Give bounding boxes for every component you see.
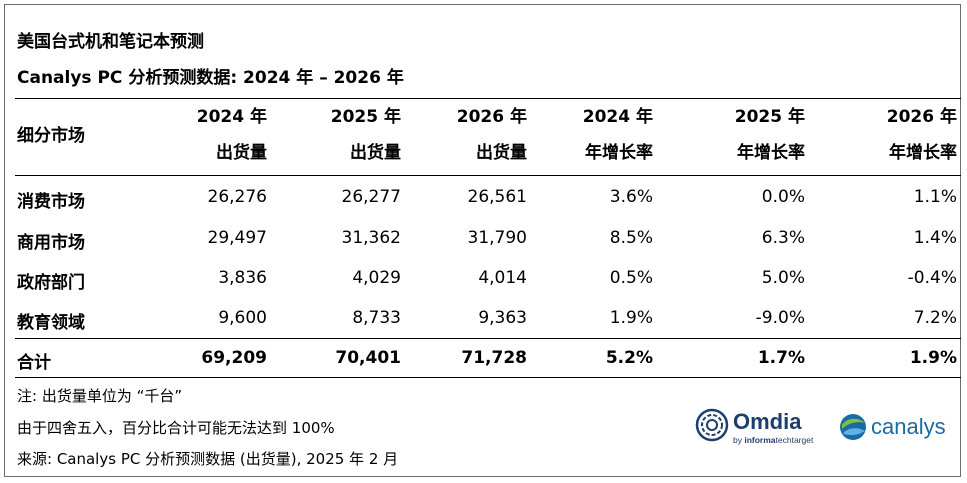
report-card: 美国台式机和笔记本预测 Canalys PC 分析预测数据: 2024 年 – … (4, 4, 961, 477)
table-cell: 26,276 (207, 187, 267, 207)
header-2025-shipments: 2025 年 出货量 (330, 107, 401, 163)
table-cell: 26,561 (467, 187, 527, 207)
total-cell: 1.9% (909, 348, 957, 368)
table-cell: 3.6% (609, 187, 653, 207)
total-bottom-rule (15, 377, 961, 378)
canalys-mark-icon: canalys (840, 414, 946, 440)
header-segment: 细分市场 (17, 126, 85, 146)
total-cell: 71,728 (461, 348, 527, 368)
header-2026-shipments: 2026 年 出货量 (456, 107, 527, 163)
table-cell: 9,600 (218, 308, 267, 328)
header-top-rule (15, 98, 961, 99)
total-cell: 70,401 (335, 348, 401, 368)
note-rounding: 由于四舍五入，百分比合计可能无法达到 100% (17, 419, 335, 437)
omdia-mark-icon: Omdia by informatechtarget (695, 408, 814, 445)
table-cell: 0.5% (609, 268, 653, 288)
omdia-logo: Omdia by informatechtarget (695, 407, 835, 447)
table-cell: 1.4% (913, 228, 957, 248)
table-cell: 5.0% (761, 268, 805, 288)
header-2024-shipments: 2024 年 出货量 (196, 107, 267, 163)
row-label-commercial: 商用市场 (17, 233, 85, 253)
omdia-tagline: by informatechtarget (733, 435, 814, 445)
header-2024-growth: 2024 年 年增长率 (582, 107, 653, 163)
table-cell: 29,497 (207, 228, 267, 248)
table-cell: -0.4% (907, 268, 957, 288)
table-cell: 6.3% (761, 228, 805, 248)
row-label-total: 合计 (17, 353, 51, 373)
note-source: 来源: Canalys PC 分析预测数据 (出货量), 2025 年 2 月 (17, 450, 399, 468)
row-label-education: 教育领域 (17, 313, 85, 333)
page-title: 美国台式机和笔记本预测 (17, 32, 204, 52)
page-subtitle: Canalys PC 分析预测数据: 2024 年 – 2026 年 (17, 68, 404, 88)
note-units: 注: 出货量单位为 “千台” (17, 387, 183, 405)
header-2026-growth: 2026 年 年增长率 (886, 107, 957, 163)
total-top-rule (15, 338, 961, 339)
table-cell: 31,790 (467, 228, 527, 248)
canalys-logo: canalys (839, 409, 964, 445)
header-bottom-rule (15, 175, 961, 176)
total-cell: 69,209 (201, 348, 267, 368)
header-2025-growth: 2025 年 年增长率 (734, 107, 805, 163)
table-cell: 1.9% (609, 308, 653, 328)
total-cell: 5.2% (605, 348, 653, 368)
table-cell: 4,029 (352, 268, 401, 288)
table-cell: -9.0% (755, 308, 805, 328)
row-label-government: 政府部门 (17, 273, 85, 293)
table-cell: 7.2% (913, 308, 957, 328)
table-cell: 3,836 (218, 268, 267, 288)
total-cell: 1.7% (757, 348, 805, 368)
table-cell: 0.0% (761, 187, 805, 207)
table-cell: 8,733 (352, 308, 401, 328)
table-cell: 1.1% (913, 187, 957, 207)
omdia-wordmark: Omdia (733, 409, 802, 434)
canalys-wordmark: canalys (871, 414, 946, 439)
row-label-consumer: 消费市场 (17, 192, 85, 212)
table-cell: 26,277 (341, 187, 401, 207)
table-cell: 4,014 (478, 268, 527, 288)
table-cell: 31,362 (341, 228, 401, 248)
table-cell: 8.5% (609, 228, 653, 248)
table-cell: 9,363 (478, 308, 527, 328)
